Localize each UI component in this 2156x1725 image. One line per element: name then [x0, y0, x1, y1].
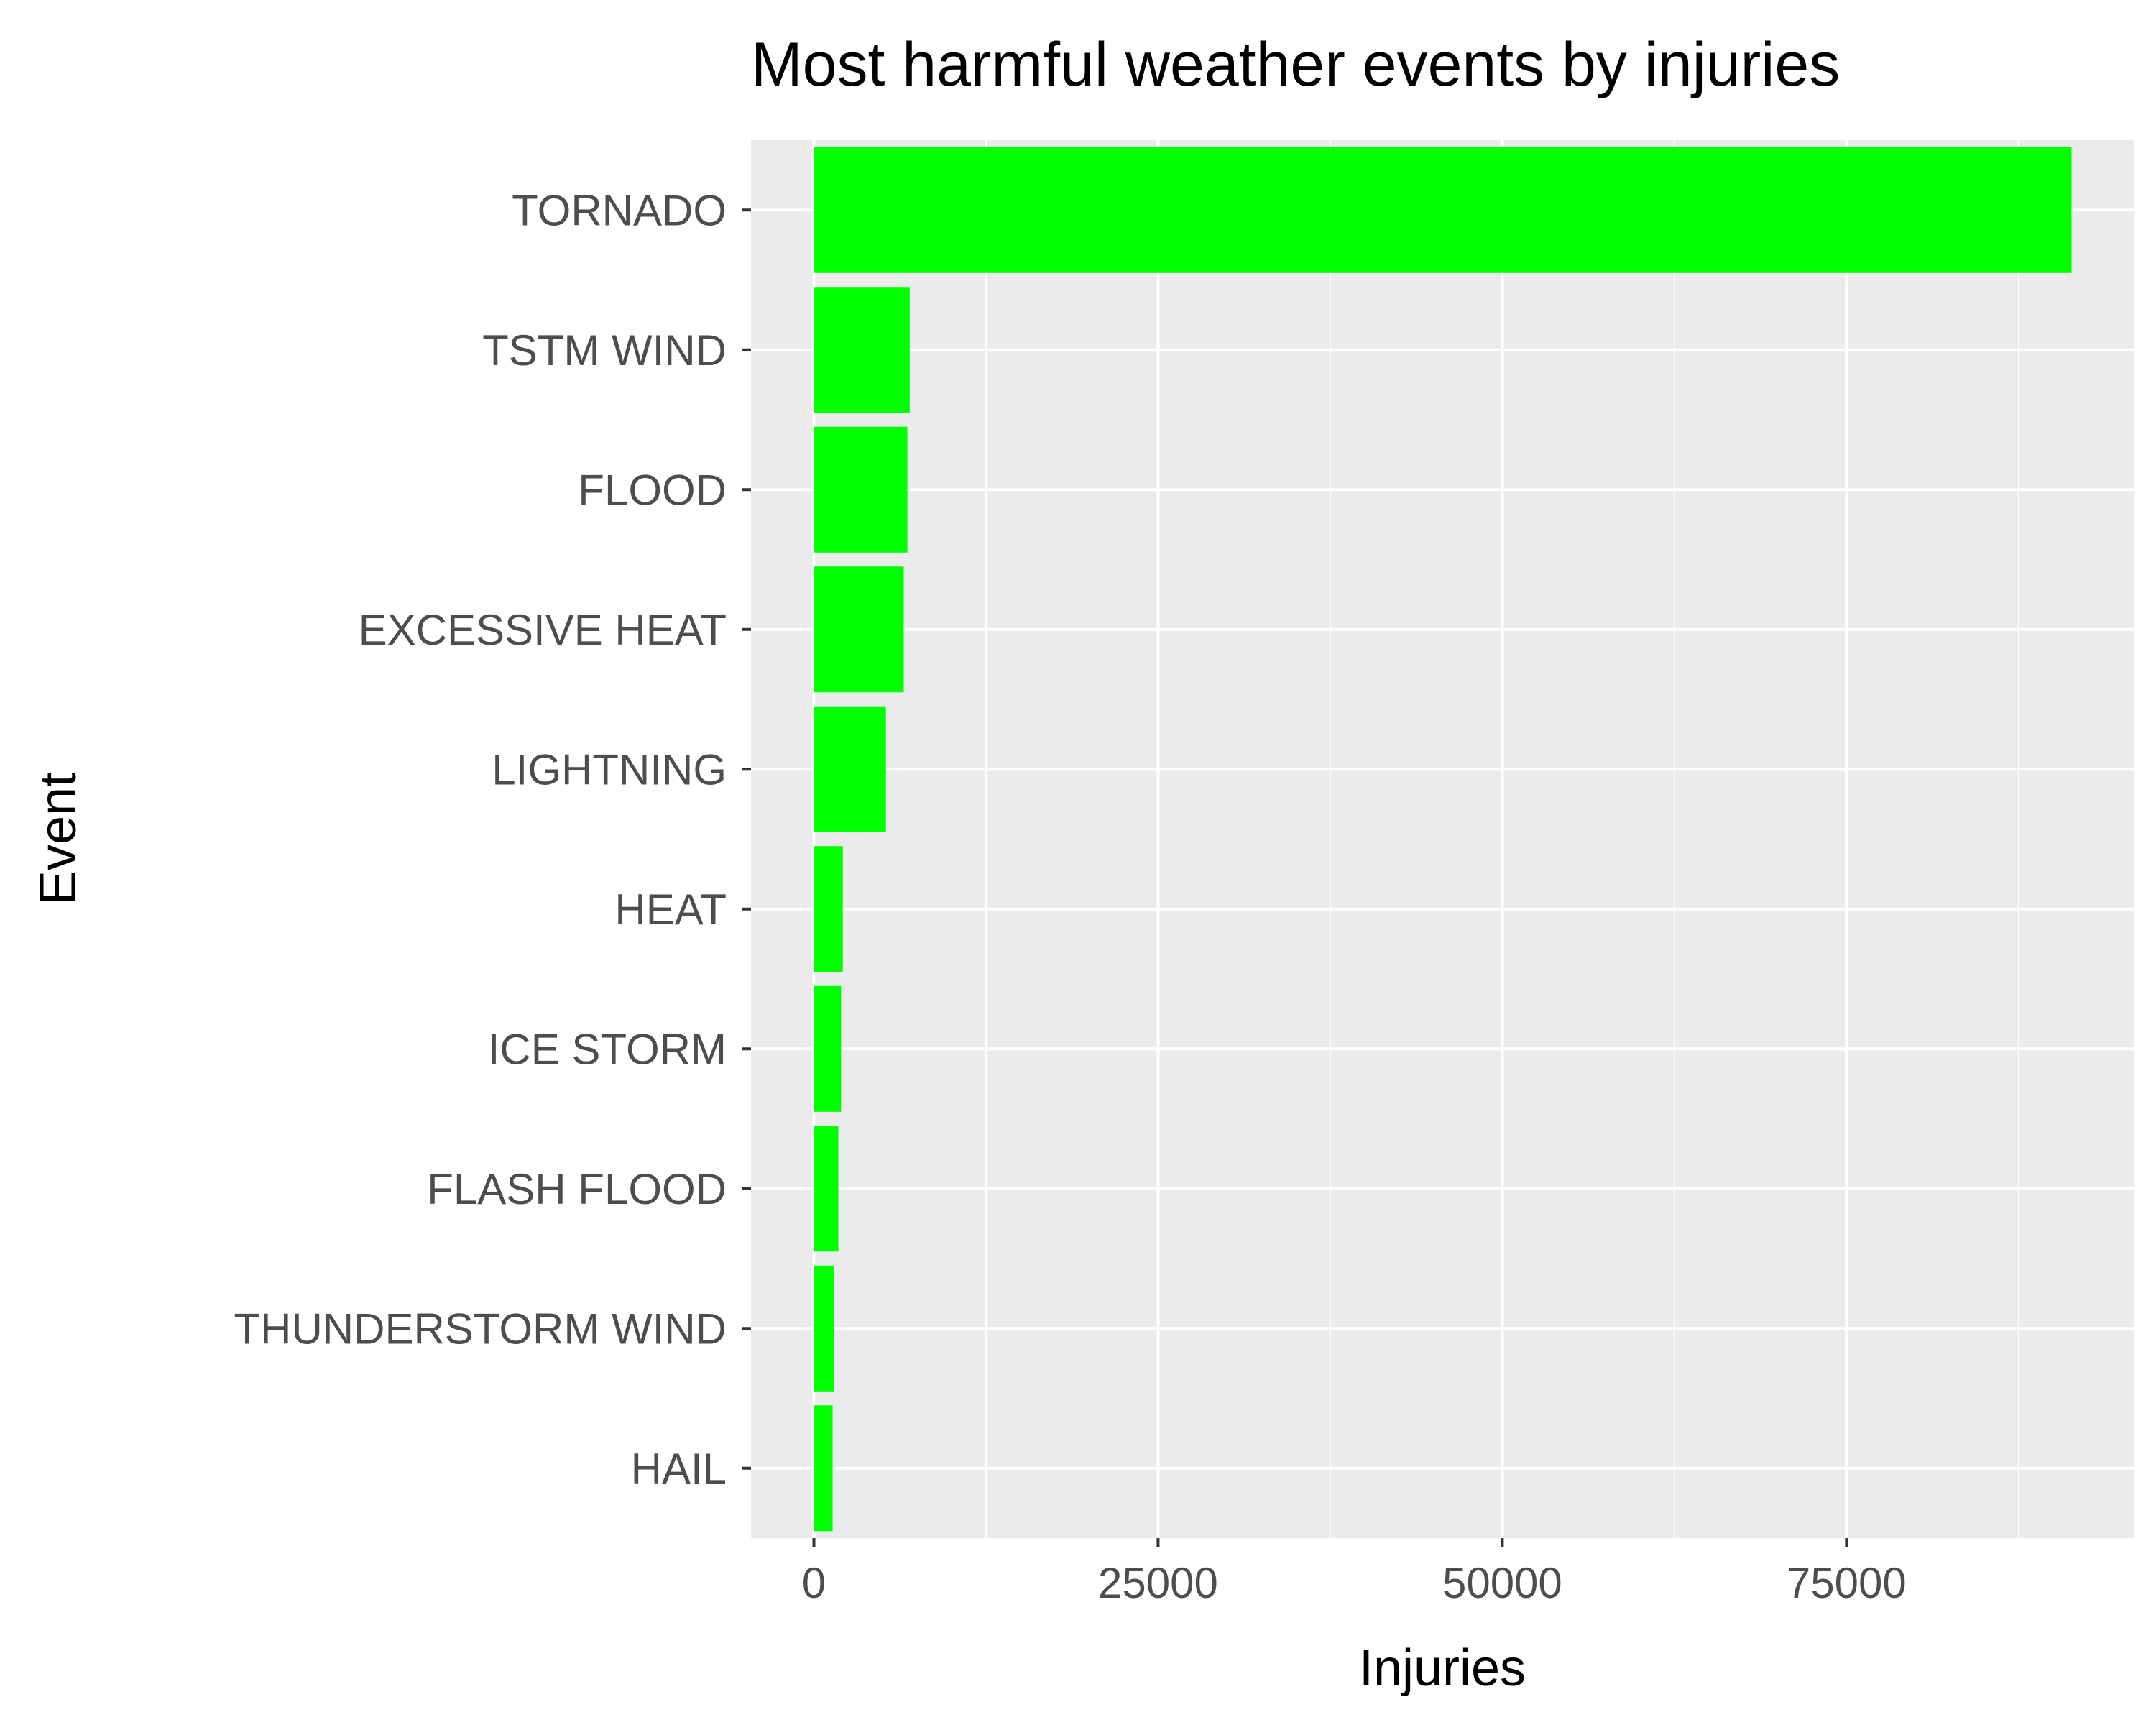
bar — [814, 147, 2072, 273]
chart-title: Most harmful weather events by injuries — [751, 30, 1840, 99]
y-tick-label: HAIL — [631, 1445, 727, 1493]
y-axis-title: Event — [29, 773, 87, 905]
y-tick-label: ICE STORM — [488, 1025, 727, 1073]
y-tick-label: HEAT — [614, 886, 727, 934]
bar — [814, 1126, 839, 1252]
y-tick-label: TSTM WIND — [482, 326, 727, 374]
y-tick-label: FLASH FLOOD — [427, 1165, 727, 1213]
y-tick-label: LIGHTNING — [492, 745, 727, 794]
bar — [814, 846, 843, 972]
bar — [814, 1405, 833, 1532]
y-tick-label: FLOOD — [578, 466, 727, 514]
x-axis-title: Injuries — [1359, 1639, 1526, 1697]
bar — [814, 426, 908, 553]
bar — [814, 985, 842, 1112]
bar — [814, 706, 886, 832]
bars — [814, 147, 2072, 1532]
bar — [814, 566, 904, 693]
plot-panel — [751, 140, 2134, 1538]
y-axis: TORNADO TSTM WIND FLOOD EXCESSIVE HEAT LIGHT… — [234, 186, 751, 1493]
x-tick-label: 0 — [802, 1559, 826, 1607]
x-axis: 0 25000 50000 75000 — [802, 1538, 1907, 1607]
x-tick-label: 25000 — [1098, 1559, 1218, 1607]
x-tick-label: 50000 — [1442, 1559, 1562, 1607]
x-tick-label: 75000 — [1787, 1559, 1907, 1607]
y-tick-label: TORNADO — [512, 186, 727, 234]
y-tick-label: THUNDERSTORM WIND — [234, 1305, 727, 1353]
y-tick-label: EXCESSIVE HEAT — [359, 606, 727, 654]
bar — [814, 1265, 835, 1392]
bar — [814, 287, 910, 413]
